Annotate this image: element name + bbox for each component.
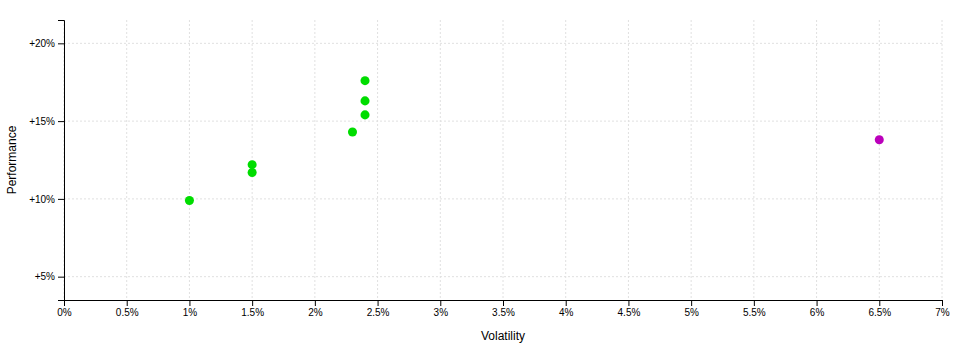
points — [185, 76, 884, 205]
tick-label: 1% — [183, 307, 198, 318]
tick-label: 2.5% — [367, 307, 390, 318]
x-axis: 0% 0.5% 1% 1.5% 2% 2.5% 3% 3.5% 4% 4.5% 5% 5.5% 6% 6.… — [57, 300, 950, 318]
tick: +5% — [35, 271, 64, 282]
tick-label: 0.5% — [116, 307, 139, 318]
tick: 2.5% — [367, 300, 390, 318]
tick-label: 1.5% — [241, 307, 264, 318]
tick-label: 3.5% — [492, 307, 515, 318]
tick-mark — [817, 300, 818, 306]
grid-line-x — [314, 20, 315, 300]
tick: 5.5% — [743, 300, 766, 318]
tick-mark — [315, 300, 316, 306]
tick: 4% — [559, 300, 574, 318]
chart: 0% 0.5% 1% 1.5% 2% 2.5% 3% 3.5% 4% 4.5% 5% 5.5% 6% 6.… — [0, 0, 966, 350]
grid-line-x — [691, 20, 692, 300]
grid-line-x — [816, 20, 817, 300]
tick: 0% — [57, 300, 72, 318]
grid-line-y — [64, 276, 942, 277]
tick: 0.5% — [116, 300, 139, 318]
grid — [64, 20, 942, 300]
tick: 1% — [183, 300, 198, 318]
point — [248, 168, 257, 177]
tick-mark — [503, 300, 504, 306]
tick: +10% — [29, 194, 64, 205]
grid-line-x — [440, 20, 441, 300]
grid-line-x — [126, 20, 127, 300]
x-axis-title: Volatility — [481, 329, 525, 343]
tick-mark — [189, 300, 190, 306]
tick-label: 5% — [684, 307, 699, 318]
axis-line — [65, 301, 943, 307]
grid-line-y — [64, 43, 942, 44]
tick-label: +5% — [35, 271, 55, 282]
tick: 6% — [810, 300, 825, 318]
tick: 3.5% — [492, 300, 515, 318]
plot: 0% 0.5% 1% 1.5% 2% 2.5% 3% 3.5% 4% 4.5% 5% 5.5% 6% 6.… — [5, 20, 950, 343]
tick-mark — [628, 300, 629, 306]
tick-mark — [566, 300, 567, 306]
grid-line-x — [252, 20, 253, 300]
tick-mark — [440, 300, 441, 306]
tick-mark — [58, 277, 64, 278]
tick-label: +15% — [29, 116, 55, 127]
tick: 6.5% — [868, 300, 891, 318]
grid-line-x — [503, 20, 504, 300]
tick-label: 3% — [434, 307, 449, 318]
tick-label: +20% — [29, 38, 55, 49]
point — [361, 76, 370, 85]
tick-mark — [58, 43, 64, 44]
tick-label: 6% — [810, 307, 825, 318]
y-axis-title: Performance — [5, 125, 19, 194]
grid-line-x — [628, 20, 629, 300]
tick: 2% — [308, 300, 323, 318]
point — [361, 96, 370, 105]
tick-label: 6.5% — [868, 307, 891, 318]
grid-line-y — [64, 198, 942, 199]
tick-label: 4% — [559, 307, 574, 318]
grid-line-x — [753, 20, 754, 300]
tick-mark — [942, 300, 943, 306]
grid-line-x — [565, 20, 566, 300]
grid-line-x — [377, 20, 378, 300]
tick-mark — [691, 300, 692, 306]
y-axis: +5% +10% +15% +20% — [29, 21, 64, 301]
tick-label: 0% — [57, 307, 72, 318]
point — [185, 196, 194, 205]
tick: 3% — [434, 300, 449, 318]
tick: +15% — [29, 116, 64, 127]
tick: 4.5% — [618, 300, 641, 318]
axis-line — [58, 21, 65, 301]
grid-line-x — [189, 20, 190, 300]
tick-label: 2% — [308, 307, 323, 318]
series — [185, 76, 370, 205]
tick-mark — [252, 300, 253, 306]
grid-line-x — [879, 20, 880, 300]
tick-label: 4.5% — [618, 307, 641, 318]
tick-label: +10% — [29, 194, 55, 205]
series — [875, 135, 884, 144]
point — [348, 127, 357, 136]
tick: 7% — [935, 300, 950, 318]
tick-mark — [754, 300, 755, 306]
point — [361, 110, 370, 119]
grid-line-x — [942, 20, 943, 300]
tick-mark — [58, 199, 64, 200]
grid-line-y — [64, 121, 942, 122]
tick: +20% — [29, 38, 64, 49]
tick-label: 5.5% — [743, 307, 766, 318]
tick-mark — [127, 300, 128, 306]
point — [248, 160, 257, 169]
point — [875, 135, 884, 144]
tick-mark — [378, 300, 379, 306]
tick: 1.5% — [241, 300, 264, 318]
tick: 5% — [684, 300, 699, 318]
tick-mark — [58, 121, 64, 122]
tick-mark — [879, 300, 880, 306]
tick-label: 7% — [935, 307, 950, 318]
